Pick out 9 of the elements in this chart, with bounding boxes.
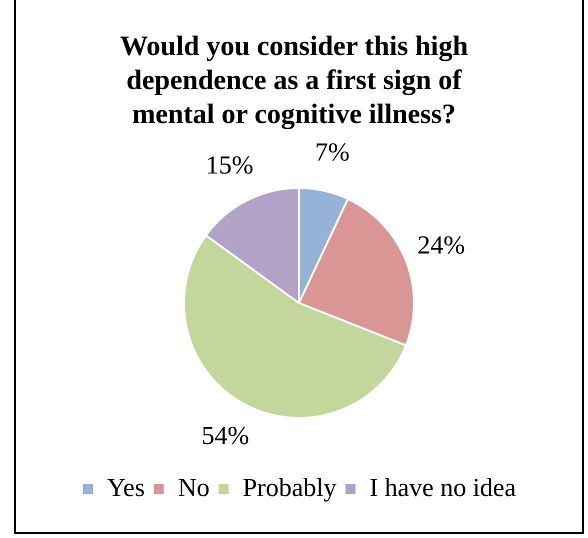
data-label: 54% xyxy=(201,420,250,450)
legend-label: Yes xyxy=(106,472,145,502)
legend-label: Probably xyxy=(242,472,336,502)
legend-label: No xyxy=(178,472,210,502)
legend-label: I have no idea xyxy=(369,472,516,502)
data-label: 15% xyxy=(206,150,254,180)
data-label: 24% xyxy=(417,230,466,260)
data-label: 7% xyxy=(315,138,350,167)
chart-title: Would you consider this high dependence as a first sign of mental or cognitive illness? xyxy=(118,30,470,132)
